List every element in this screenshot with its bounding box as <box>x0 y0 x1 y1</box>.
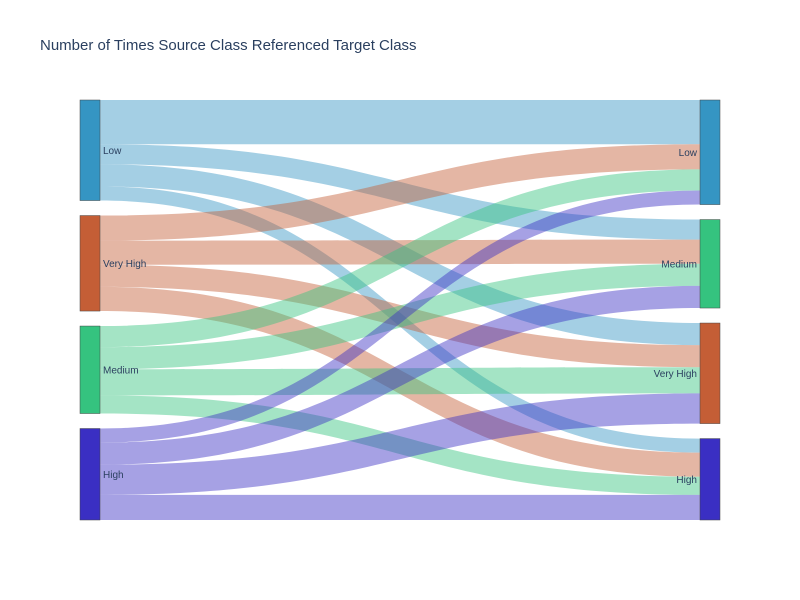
target-node-low[interactable] <box>699 99 721 205</box>
link-high-to-high[interactable] <box>100 494 700 520</box>
source-node-medium[interactable] <box>79 325 101 414</box>
source-node-label-high: High <box>103 470 124 481</box>
link-very_high-to-high[interactable] <box>100 286 700 477</box>
nodes-layer: Low Very High Medium High Low Medium Very High… <box>79 99 721 521</box>
target-node-label-medium: Medium <box>661 259 697 270</box>
link-low-to-high[interactable] <box>100 186 700 453</box>
target-node-label-low: Low <box>679 148 698 159</box>
source-node-high[interactable] <box>79 428 101 521</box>
link-very_high-to-very_high[interactable] <box>100 264 700 368</box>
source-node-label-medium: Medium <box>103 365 139 376</box>
chart-title: Number of Times Source Class Referenced … <box>40 37 417 54</box>
source-node-very_high[interactable] <box>79 215 101 312</box>
link-medium-to-low[interactable] <box>100 169 700 348</box>
link-medium-to-high[interactable] <box>100 395 700 495</box>
source-node-label-low: Low <box>103 146 122 157</box>
link-very_high-to-low[interactable] <box>100 144 700 241</box>
link-high-to-very_high[interactable] <box>100 393 700 495</box>
links-layer <box>100 100 700 520</box>
target-node-medium[interactable] <box>699 219 721 309</box>
target-node-high[interactable] <box>699 438 721 521</box>
link-high-to-medium[interactable] <box>100 285 700 465</box>
source-node-label-very_high: Very High <box>103 259 146 270</box>
link-low-to-low[interactable] <box>100 100 700 145</box>
target-node-label-very_high: Very High <box>654 369 697 380</box>
link-very_high-to-medium[interactable] <box>100 239 700 265</box>
target-node-label-high: High <box>676 475 697 486</box>
link-medium-to-medium[interactable] <box>100 263 700 370</box>
link-high-to-low[interactable] <box>100 190 700 443</box>
link-low-to-very_high[interactable] <box>100 164 700 346</box>
target-node-very_high[interactable] <box>699 322 721 424</box>
link-low-to-medium[interactable] <box>100 144 700 240</box>
source-node-low[interactable] <box>79 99 101 201</box>
link-medium-to-very_high[interactable] <box>100 367 700 396</box>
